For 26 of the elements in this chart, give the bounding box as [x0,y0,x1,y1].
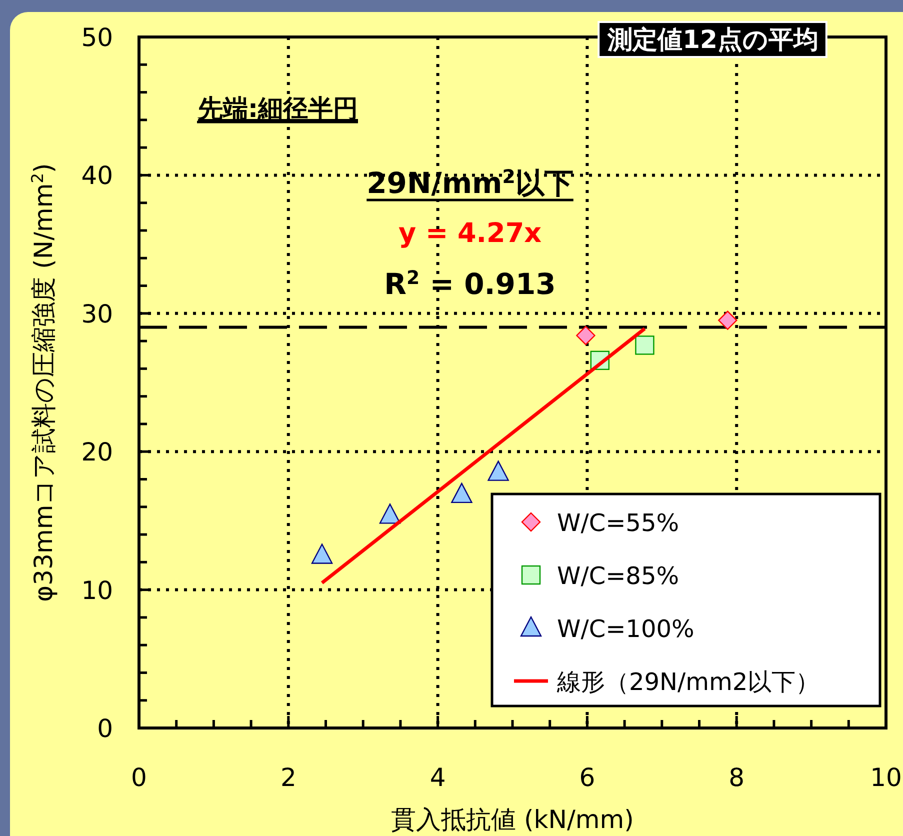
x-tick-label: 0 [131,763,147,792]
point [635,336,654,355]
point [718,310,738,330]
x-tick-label: 10 [870,763,902,792]
legend-label: W/C=85% [557,562,680,590]
point [488,460,509,481]
annotation: 測定値12点の平均 [606,25,818,54]
y-tick-label: 40 [81,161,113,190]
x-axis-title: 貫入抵抗値 (kN/mm) [391,805,634,834]
x-tick-label: 6 [579,763,596,792]
legend-label: W/C=55% [557,509,680,537]
point [576,326,596,346]
legend-label: W/C=100% [557,615,694,643]
annotation: y = 4.27x [398,218,542,249]
point [379,504,401,524]
y-tick-label: 10 [81,576,113,605]
legend-label: 線形（29N/mm2以下） [556,668,820,696]
x-tick-label: 2 [280,763,296,792]
x-tick-label: 8 [728,763,745,792]
y-tick-label: 50 [81,23,113,52]
point [311,544,333,564]
y-tick-label: 0 [97,714,113,743]
y-tick-label: 30 [81,299,113,328]
y-tick-label: 20 [81,438,113,467]
x-tick-label: 4 [430,763,446,792]
point [451,482,472,504]
